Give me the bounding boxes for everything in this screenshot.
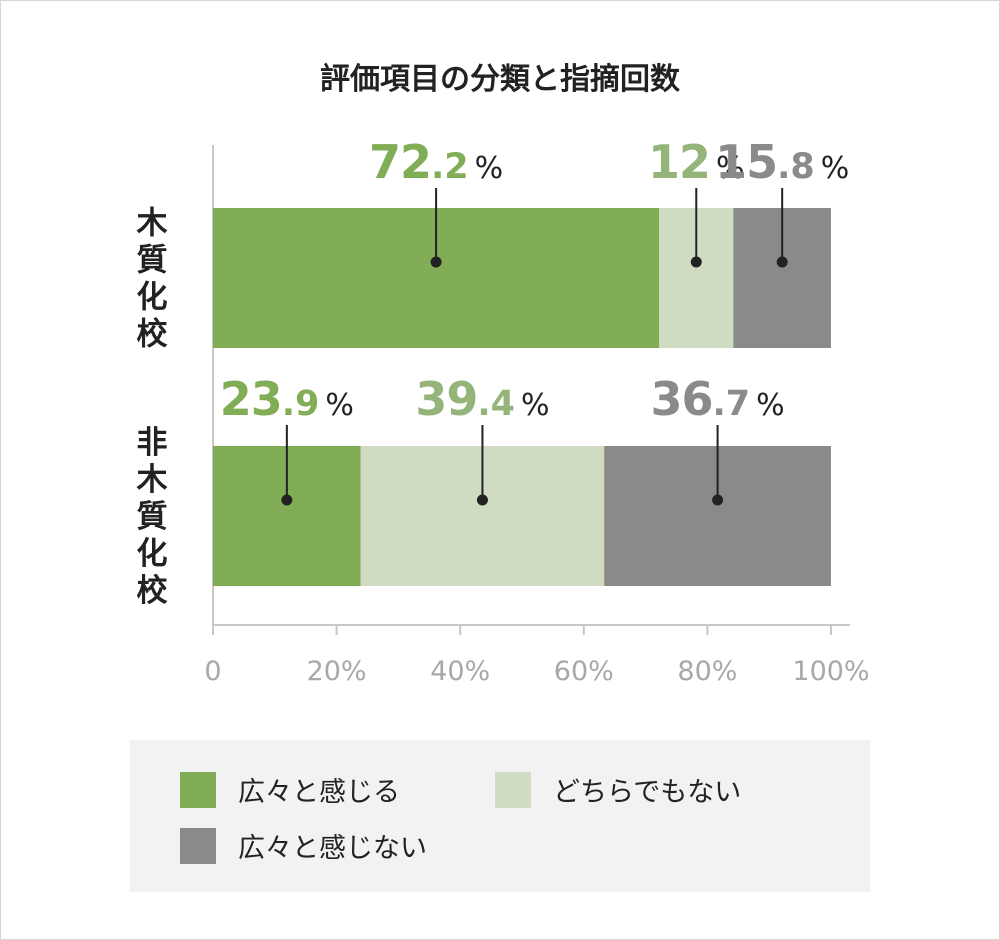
data-label: 72.2% bbox=[369, 135, 503, 189]
legend-swatch-neutral bbox=[495, 771, 531, 808]
chart-title: 評価項目の分類と指摘回数 bbox=[320, 62, 680, 97]
category-label: 木質化校 bbox=[136, 206, 168, 353]
x-tick-label: 0 bbox=[204, 656, 221, 687]
legend-item-neutral: どちらでもない bbox=[495, 770, 741, 809]
legend: 広々と感じる どちらでもない 広々と感じない bbox=[130, 740, 870, 892]
x-tick-label: 80% bbox=[677, 656, 737, 687]
x-tick-label: 40% bbox=[430, 656, 490, 687]
x-tick-label: 100% bbox=[792, 656, 869, 687]
leader-dot bbox=[476, 494, 488, 506]
leader-dot bbox=[281, 494, 293, 506]
x-tick-label: 20% bbox=[307, 656, 367, 687]
data-label: 15.8% bbox=[715, 135, 849, 189]
legend-label-disagree: 広々と感じない bbox=[238, 833, 427, 864]
data-label: 12% bbox=[648, 135, 745, 189]
legend-swatch-agree bbox=[180, 771, 216, 808]
leader-dot bbox=[430, 256, 442, 268]
legend-label-neutral: どちらでもない bbox=[553, 777, 742, 808]
leader-dot bbox=[776, 256, 788, 268]
legend-item-agree: 広々と感じる bbox=[180, 770, 400, 809]
legend-label-agree: 広々と感じる bbox=[238, 777, 400, 808]
data-label: 36.7% bbox=[651, 372, 785, 426]
x-tick-label: 60% bbox=[554, 656, 614, 687]
leader-dot bbox=[712, 494, 724, 506]
data-label: 23.9% bbox=[220, 372, 354, 426]
legend-swatch-disagree bbox=[180, 827, 216, 864]
data-label: 39.4% bbox=[415, 372, 549, 426]
category-label: 非木質化校 bbox=[136, 425, 168, 609]
legend-item-disagree: 広々と感じない bbox=[180, 826, 427, 865]
leader-dot bbox=[690, 256, 702, 268]
